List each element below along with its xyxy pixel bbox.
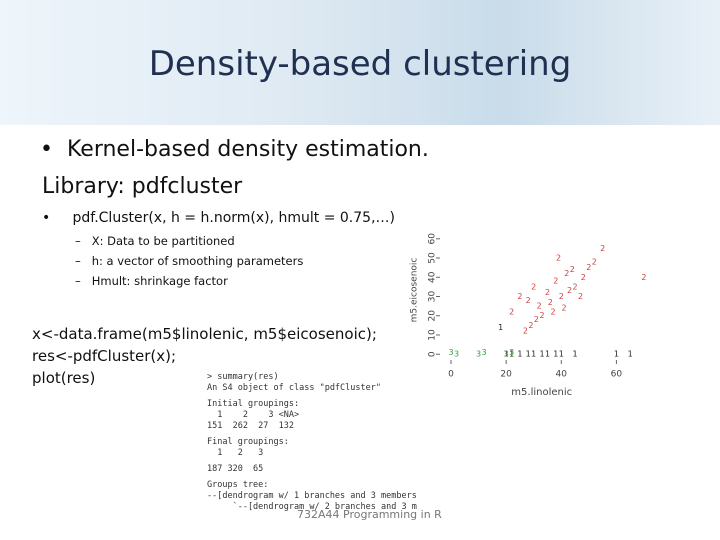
point: 3 <box>482 348 487 357</box>
console-output: > summary(res) An S4 object of class "pdf… <box>207 372 417 520</box>
y-tick-label: 50 <box>428 252 438 264</box>
point: 2 <box>573 282 578 291</box>
console-line: 1 2 3 <box>207 448 264 458</box>
point: 2 <box>509 307 514 316</box>
x-tick-label: 20 <box>500 370 512 380</box>
point: 2 <box>564 269 569 278</box>
point: 3 <box>448 348 453 357</box>
console-line: Initial groupings: <box>207 399 300 409</box>
point: 2 <box>531 282 536 291</box>
console-line: 187 320 65 <box>207 464 264 474</box>
y-axis-label: m5.eicosenoic <box>410 258 420 323</box>
x-tick-label: 0 <box>448 370 454 380</box>
point: 1 <box>504 350 509 359</box>
code-line: x<-data.frame(m5$linolenic, m5$eicosenoi… <box>32 325 377 343</box>
point: 2 <box>556 254 561 263</box>
point: 2 <box>528 321 533 330</box>
x-tick-label: 40 <box>556 370 568 380</box>
point: 2 <box>517 292 522 301</box>
point: 2 <box>523 327 528 336</box>
point: 3 <box>454 350 459 359</box>
point: 2 <box>545 288 550 297</box>
bullet-text: Kernel-based density estimation. <box>66 137 429 162</box>
bullet-text: pdf.Cluster(x, h = h.norm(x), hmult = 0.… <box>72 210 395 226</box>
y-tick-label: 40 <box>428 271 438 283</box>
sub-bullet-text: X: Data to be partitioned <box>91 234 235 248</box>
point: 1 <box>531 350 536 359</box>
point: 1 <box>573 350 578 359</box>
console-line: Final groupings: <box>207 437 289 447</box>
point: 1 <box>545 350 550 359</box>
point: 3 <box>509 348 514 357</box>
point: 1 <box>498 323 503 332</box>
code-line: res<-pdfCluster(x); <box>32 347 177 365</box>
y-tick-label: 60 <box>428 233 438 245</box>
console-line: `--[dendrogram w/ 2 branches and 3 membe… <box>232 502 417 512</box>
point: 2 <box>578 292 583 301</box>
console-line: An S4 object of class "pdfCluster" <box>207 383 381 393</box>
console-line: > summary(res) <box>207 372 279 382</box>
console-line: 151 262 27 132 <box>207 421 294 431</box>
title: Density-based clustering <box>148 44 572 84</box>
point: 1 <box>509 350 514 359</box>
y-tick-label: 20 <box>428 310 438 322</box>
point: 1 <box>614 350 619 359</box>
console-line: --[dendrogram w/ 1 branches and 3 member… <box>207 491 417 501</box>
point: 2 <box>534 315 539 324</box>
point: 2 <box>592 257 597 266</box>
y-tick-label: 30 <box>428 291 438 303</box>
point: 1 <box>517 350 522 359</box>
point: 2 <box>526 296 531 305</box>
point: 2 <box>553 277 558 286</box>
x-axis-label: m5.linolenic <box>511 387 572 398</box>
point: 2 <box>550 307 555 316</box>
point: 1 <box>553 350 558 359</box>
point: 2 <box>561 304 566 313</box>
footer: 732A44 Programming in R <box>297 508 442 521</box>
point: 2 <box>586 263 591 272</box>
sub-bullet-text: h: a vector of smoothing parameters <box>91 254 304 268</box>
point: 2 <box>641 273 646 282</box>
sub-bullet: – X: Data to be partitioned <box>75 234 235 248</box>
point: 2 <box>581 273 586 282</box>
header-band <box>0 0 720 125</box>
sub-bullet-text: Hmult: shrinkage factor <box>91 274 228 288</box>
scatter-plot: 0 10 20 30 40 50 60 0 20 40 60 m5.linolenic m5.eicos… <box>410 233 647 398</box>
console-line: Groups tree: <box>207 480 269 490</box>
point: 2 <box>548 298 553 307</box>
bullet: • Kernel-based density estimation. <box>40 137 429 162</box>
y-tick-label: 0 <box>428 351 438 357</box>
console-line: 1 2 3 <NA> <box>207 410 300 420</box>
library-line: Library: pdfcluster <box>42 174 243 199</box>
bullet: • pdf.Cluster(x, h = h.norm(x), hmult = … <box>42 210 395 226</box>
sub-bullet: – h: a vector of smoothing parameters <box>75 254 304 268</box>
y-tick-label: 10 <box>428 329 438 341</box>
point: 1 <box>628 350 633 359</box>
point: 2 <box>600 244 605 253</box>
point: 1 <box>526 350 531 359</box>
point: 2 <box>570 265 575 274</box>
point: 2 <box>537 302 542 311</box>
x-tick-label: 60 <box>611 370 623 380</box>
sub-bullet: – Hmult: shrinkage factor <box>75 274 228 288</box>
point: 1 <box>559 350 564 359</box>
point: 1 <box>539 350 544 359</box>
code-line: plot(res) <box>32 369 96 387</box>
point: 2 <box>567 286 572 295</box>
point: 2 <box>539 311 544 320</box>
point: 3 <box>504 350 509 359</box>
point: 2 <box>559 292 564 301</box>
point: 3 <box>476 350 481 359</box>
